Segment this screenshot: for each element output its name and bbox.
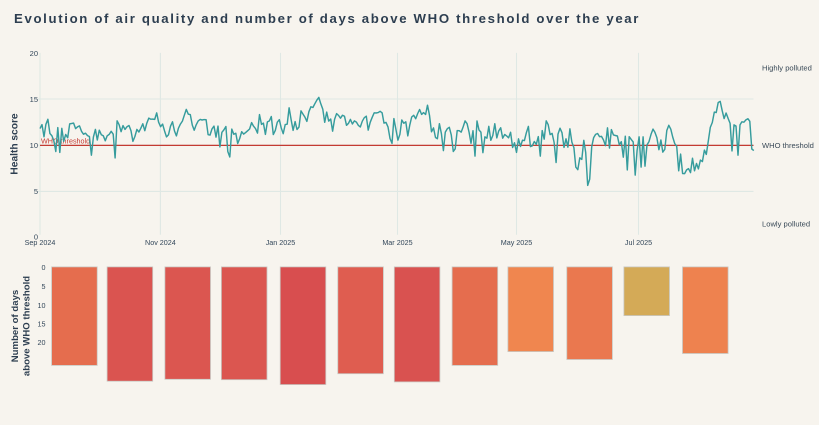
svg-text:5: 5 bbox=[42, 282, 46, 291]
svg-text:WHO threshold: WHO threshold bbox=[762, 141, 814, 150]
svg-text:Highly polluted: Highly polluted bbox=[762, 63, 812, 72]
svg-text:above WHO threshold: above WHO threshold bbox=[22, 276, 33, 376]
svg-text:10: 10 bbox=[38, 301, 46, 310]
svg-text:0: 0 bbox=[34, 233, 38, 242]
svg-text:15: 15 bbox=[38, 320, 46, 329]
svg-text:Jul 2025: Jul 2025 bbox=[625, 238, 652, 247]
svg-text:Health score: Health score bbox=[10, 113, 21, 174]
svg-text:5: 5 bbox=[34, 187, 38, 196]
svg-text:Jan 2025: Jan 2025 bbox=[266, 238, 296, 247]
svg-text:May 2025: May 2025 bbox=[501, 238, 533, 247]
svg-text:10: 10 bbox=[30, 141, 38, 150]
svg-text:0: 0 bbox=[42, 263, 46, 272]
svg-text:Nov 2024: Nov 2024 bbox=[145, 238, 176, 247]
svg-text:Mar 2025: Mar 2025 bbox=[382, 238, 412, 247]
svg-text:20: 20 bbox=[30, 49, 38, 58]
svg-text:Lowly polluted: Lowly polluted bbox=[762, 220, 810, 229]
svg-text:Evolution of air quality and n: Evolution of air quality and number of d… bbox=[14, 11, 640, 26]
svg-text:20: 20 bbox=[38, 338, 46, 347]
svg-text:15: 15 bbox=[30, 95, 38, 104]
svg-text:WHO threshold: WHO threshold bbox=[41, 137, 90, 146]
svg-text:Number of days: Number of days bbox=[10, 290, 21, 363]
svg-text:Sep 2024: Sep 2024 bbox=[25, 238, 56, 247]
